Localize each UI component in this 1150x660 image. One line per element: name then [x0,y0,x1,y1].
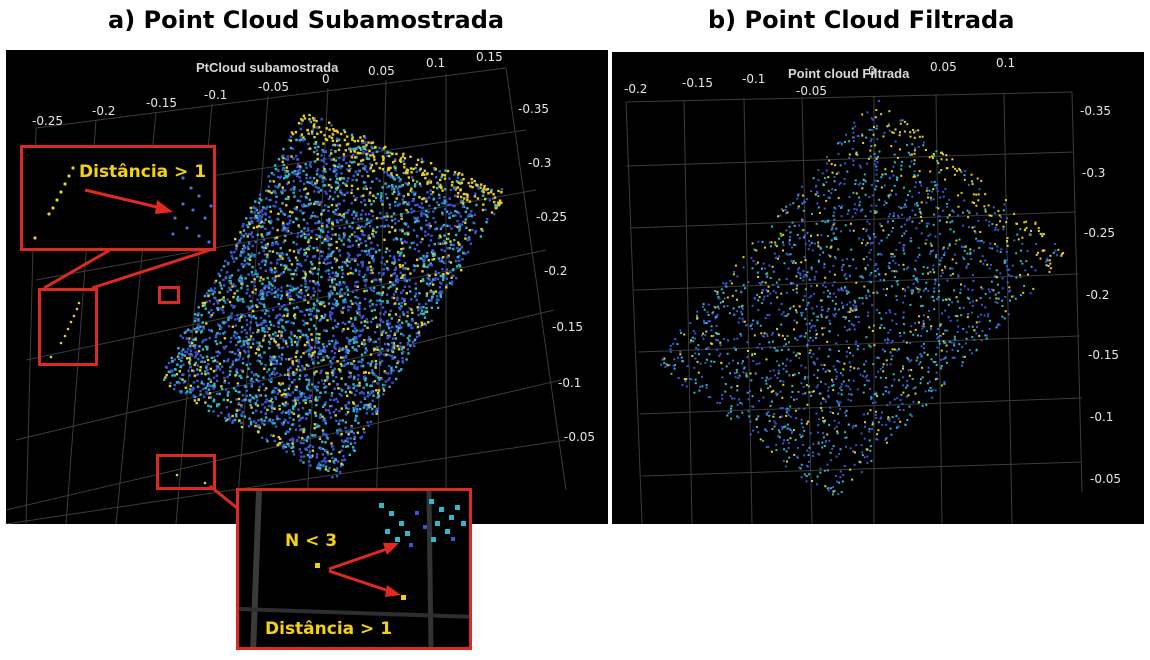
x-tick: -0.05 [796,84,828,98]
x-tick: 0 [322,72,330,86]
point-cloud-panel-filtered: Point cloud Filtrada -0.2 -0.15 -0.1 -0.… [612,52,1144,524]
y-tick: -0.25 [1084,226,1116,240]
x-tick: -0.15 [146,96,178,110]
y-tick: -0.35 [1080,104,1112,118]
y-tick: -0.05 [1090,472,1122,486]
zoom-inset-distance: Distância > 1 [20,145,216,251]
outlier-highlight-box-small [158,286,180,304]
y-tick: -0.2 [544,264,568,278]
y-tick: -0.25 [536,210,568,224]
outlier-highlight-box-left [38,288,98,366]
y-tick: -0.35 [518,102,550,116]
x-tick: 0 [868,64,876,78]
y-tick: -0.05 [564,430,596,444]
outlier-highlight-box-bottom [156,454,216,490]
x-tick: 0.15 [476,50,503,64]
distance-annotation-bottom: Distância > 1 [265,619,393,639]
axes-grid-b [625,91,1083,524]
x-tick: 0.05 [368,64,395,78]
point-cloud-a [163,113,504,479]
x-tick: 0.1 [426,56,446,70]
x-tick: -0.25 [32,114,64,128]
plot-title-a: PtCloud subamostrada [196,60,339,75]
x-tick: -0.1 [742,72,766,86]
x-tick: -0.1 [204,88,228,102]
y-tick: -0.1 [1090,410,1114,424]
caption-panel-a: a) Point Cloud Subamostrada [108,6,505,34]
x-tick: -0.2 [624,82,648,96]
y-tick: -0.2 [1086,288,1110,302]
x-tick: -0.15 [682,76,714,90]
point-cloud-b [660,100,1065,496]
caption-panel-b: b) Point Cloud Filtrada [708,6,1015,34]
y-tick: -0.3 [528,156,552,170]
x-tick: -0.05 [258,80,290,94]
x-tick: 0.05 [930,60,957,74]
y-tick: -0.3 [1082,166,1106,180]
zoom-inset-neighbors: N < 3 Distância > 1 [236,488,472,650]
x-tick: 0.1 [996,56,1016,70]
y-tick: -0.15 [1088,348,1120,362]
x-tick: -0.2 [92,104,116,118]
distance-annotation-top: Distância > 1 [79,162,207,182]
plot-title-b: Point cloud Filtrada [788,66,910,81]
neighbors-annotation: N < 3 [285,531,338,551]
y-tick: -0.15 [552,320,584,334]
y-tick: -0.1 [558,376,582,390]
point-cloud-panel-subsampled: PtCloud subamostrada -0.25 -0.2 -0.15 -0… [6,50,608,524]
